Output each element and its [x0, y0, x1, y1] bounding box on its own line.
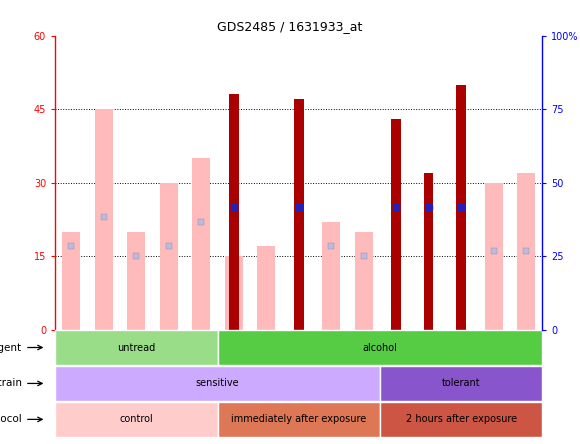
Bar [355, 231, 372, 329]
Text: sensitive: sensitive [195, 378, 240, 388]
Bar [225, 256, 242, 329]
Bar [218, 330, 542, 365]
Bar [55, 330, 218, 365]
Bar [229, 94, 238, 329]
Bar [517, 173, 535, 329]
Text: GDS2485 / 1631933_at: GDS2485 / 1631933_at [218, 20, 362, 33]
Bar [485, 182, 502, 329]
Bar [63, 231, 80, 329]
Text: tolerant: tolerant [442, 378, 480, 388]
Bar [294, 99, 303, 329]
Text: immediately after exposure: immediately after exposure [231, 414, 367, 424]
Bar [160, 182, 177, 329]
Bar [193, 158, 210, 329]
Bar [322, 222, 340, 329]
Text: 2 hours after exposure: 2 hours after exposure [405, 414, 517, 424]
Bar [55, 402, 218, 436]
Bar [380, 366, 542, 400]
Text: alcohol: alcohol [362, 342, 397, 353]
Text: control: control [119, 414, 153, 424]
Bar [258, 246, 275, 329]
Bar [392, 119, 401, 329]
Bar [456, 84, 466, 329]
Text: agent: agent [0, 342, 22, 353]
Bar [218, 402, 380, 436]
Bar [424, 173, 433, 329]
Bar [55, 366, 380, 400]
Bar [95, 109, 113, 329]
Bar [380, 402, 542, 436]
Text: protocol: protocol [0, 414, 22, 424]
Text: strain: strain [0, 378, 22, 388]
Bar [128, 231, 145, 329]
Text: untread: untread [117, 342, 155, 353]
